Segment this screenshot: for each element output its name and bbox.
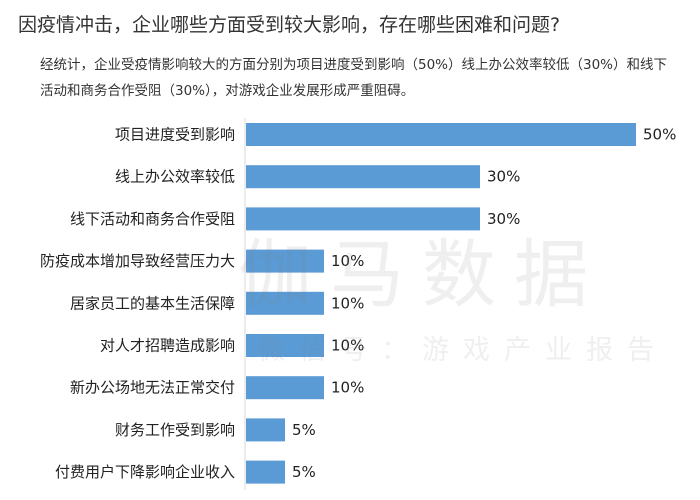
- category-label: 居家员工的基本生活保障: [70, 294, 235, 312]
- bar-row: 财务工作受到影响 5%: [115, 418, 316, 442]
- bar-row: 线上办公效率较低 30%: [115, 165, 520, 189]
- value-label: 10%: [331, 379, 364, 397]
- bar: [246, 334, 324, 357]
- bar-row: 对人才招聘造成影响 10%: [100, 334, 364, 357]
- category-label: 财务工作受到影响: [115, 421, 235, 439]
- category-label: 项目进度受到影响: [115, 126, 235, 144]
- category-label: 线上办公效率较低: [115, 168, 235, 186]
- bar-row: 新办公场地无法正常交付 10%: [70, 376, 364, 400]
- chart-subtitle: 经统计，企业受疫情影响较大的方面分别为项目进度受到影响（50%）线上办公效率较低…: [40, 57, 668, 99]
- bar: [246, 165, 480, 189]
- bar-row: 居家员工的基本生活保障 10%: [70, 291, 364, 315]
- bar: [246, 376, 324, 400]
- category-label: 线下活动和商务合作受阻: [70, 210, 235, 228]
- value-label: 10%: [331, 252, 364, 270]
- bars-layer: 项目进度受到影响 50% 线上办公效率较低 30% 线下活动和商务合作受阻 30% 防疫成本…: [40, 123, 676, 484]
- bar-row: 防疫成本增加导致经营压力大 10%: [40, 249, 364, 273]
- value-label: 50%: [643, 126, 676, 144]
- bar-row: 线下活动和商务合作受阻 30%: [70, 207, 520, 231]
- bar-row: 付费用户下降影响企业收入 5%: [55, 460, 316, 484]
- bar: [246, 418, 285, 442]
- bar-row: 项目进度受到影响 50%: [115, 123, 676, 146]
- value-label: 5%: [292, 421, 316, 439]
- bar: [246, 460, 285, 484]
- value-label: 30%: [487, 210, 520, 228]
- bar: [246, 207, 480, 231]
- value-label: 5%: [292, 463, 316, 481]
- bar: [246, 291, 324, 315]
- category-label: 对人才招聘造成影响: [100, 337, 235, 355]
- category-label: 付费用户下降影响企业收入: [55, 463, 235, 481]
- category-label: 防疫成本增加导致经营压力大: [40, 252, 235, 270]
- chart-title: 因疫情冲击，企业哪些方面受到较大影响，存在哪些困难和问题?: [18, 14, 561, 36]
- value-label: 30%: [487, 168, 520, 186]
- bar: [246, 123, 636, 146]
- value-label: 10%: [331, 337, 364, 355]
- value-label: 10%: [331, 294, 364, 312]
- bar: [246, 249, 324, 273]
- category-label: 新办公场地无法正常交付: [70, 379, 235, 397]
